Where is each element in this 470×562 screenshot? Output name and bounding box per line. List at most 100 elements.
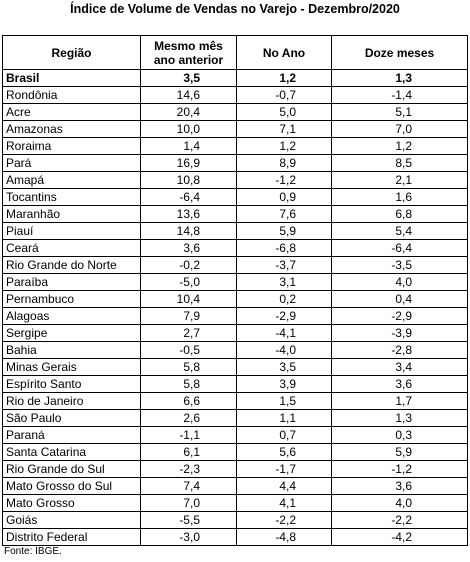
value-cell: -5,0 xyxy=(140,273,237,291)
header-row: Região Mesmo mês ano anterior No Ano Doze m… xyxy=(2,35,468,70)
value-cell: 1,1 xyxy=(236,409,332,427)
region-cell: Alagoas xyxy=(2,307,141,325)
table-row: Distrito Federal -3,0 -4,8 -4,2 xyxy=(2,528,468,546)
value-cell: 4,0 xyxy=(331,273,468,291)
value-cell: -6,4 xyxy=(140,188,237,206)
value-cell: 2,1 xyxy=(331,171,468,189)
value-cell: 14,6 xyxy=(140,86,237,104)
value-cell: 4,0 xyxy=(331,494,468,512)
value-cell: -3,0 xyxy=(140,528,237,546)
value-cell: 5,6 xyxy=(236,443,332,461)
value-cell: 7,6 xyxy=(236,205,332,223)
table-row: Tocantins -6,4 0,9 1,6 xyxy=(2,188,468,206)
value-cell: -2,2 xyxy=(236,511,332,529)
table-row: Amazonas 10,0 7,1 7,0 xyxy=(2,120,468,138)
source-note: Fonte: IBGE. xyxy=(4,546,62,557)
value-cell: 5,8 xyxy=(140,358,237,376)
value-cell: 2,7 xyxy=(140,324,237,342)
table-row: Paraná -1,1 0,7 0,3 xyxy=(2,426,468,444)
value-cell: 3,9 xyxy=(236,375,332,393)
value-cell: 5,4 xyxy=(331,222,468,240)
region-cell: Amapá xyxy=(2,171,141,189)
table-row: Mato Grosso do Sul 7,4 4,4 3,6 xyxy=(2,477,468,495)
region-cell: Rio Grande do Sul xyxy=(2,460,141,478)
table-row: Acre 20,4 5,0 5,1 xyxy=(2,103,468,121)
value-cell: 1,2 xyxy=(236,137,332,155)
value-cell: 1,2 xyxy=(331,137,468,155)
value-cell: -5,5 xyxy=(140,511,237,529)
value-cell: 8,5 xyxy=(331,154,468,172)
region-cell: Pará xyxy=(2,154,141,172)
data-table: Região Mesmo mês ano anterior No Ano Doze m… xyxy=(2,35,468,546)
value-cell: 8,9 xyxy=(236,154,332,172)
value-cell: 14,8 xyxy=(140,222,237,240)
region-cell: Brasil xyxy=(2,69,141,87)
region-cell: Distrito Federal xyxy=(2,528,141,546)
region-cell: Minas Gerais xyxy=(2,358,141,376)
value-cell: -2,2 xyxy=(331,511,468,529)
table-row: Amapá 10,8 -1,2 2,1 xyxy=(2,171,468,189)
table-row: Goiás -5,5 -2,2 -2,2 xyxy=(2,511,468,529)
value-cell: 16,9 xyxy=(140,154,237,172)
table-row: Rio de Janeiro 6,6 1,5 1,7 xyxy=(2,392,468,410)
value-cell: 10,0 xyxy=(140,120,237,138)
table-row: Espírito Santo 5,8 3,9 3,6 xyxy=(2,375,468,393)
value-cell: -3,5 xyxy=(331,256,468,274)
value-cell: 0,2 xyxy=(236,290,332,308)
value-cell: 3,1 xyxy=(236,273,332,291)
value-cell: 7,1 xyxy=(236,120,332,138)
value-cell: 3,6 xyxy=(331,477,468,495)
region-cell: Rio Grande do Norte xyxy=(2,256,141,274)
value-cell: 0,7 xyxy=(236,426,332,444)
header-text: Doze meses xyxy=(364,45,435,60)
value-cell: -4,1 xyxy=(236,324,332,342)
value-cell: -2,3 xyxy=(140,460,237,478)
region-cell: Roraima xyxy=(2,137,141,155)
region-cell: Mato Grosso do Sul xyxy=(2,477,141,495)
value-cell: -6,4 xyxy=(331,239,468,257)
table-row: Pará 16,9 8,9 8,5 xyxy=(2,154,468,172)
value-cell: 1,3 xyxy=(331,69,468,87)
value-cell: 1,4 xyxy=(140,137,237,155)
value-cell: 3,5 xyxy=(236,358,332,376)
table-body: Brasil 3,5 1,2 1,3 Rondônia 14,6 -0,7 -1,4 Acre 2… xyxy=(2,69,468,546)
region-cell: Maranhão xyxy=(2,205,141,223)
value-cell: 2,6 xyxy=(140,409,237,427)
value-cell: -0,2 xyxy=(140,256,237,274)
region-cell: Bahia xyxy=(2,341,141,359)
value-cell: -0,7 xyxy=(236,86,332,104)
value-cell: 3,6 xyxy=(140,239,237,257)
table-row: Bahia -0,5 -4,0 -2,8 xyxy=(2,341,468,359)
value-cell: 5,9 xyxy=(236,222,332,240)
region-cell: Sergipe xyxy=(2,324,141,342)
region-cell: Piauí xyxy=(2,222,141,240)
value-cell: -2,8 xyxy=(331,341,468,359)
value-cell: -1,7 xyxy=(236,460,332,478)
table-row: Mato Grosso 7,0 4,1 4,0 xyxy=(2,494,468,512)
value-cell: 1,3 xyxy=(331,409,468,427)
region-cell: Amazonas xyxy=(2,120,141,138)
value-cell: -2,9 xyxy=(331,307,468,325)
value-cell: -0,5 xyxy=(140,341,237,359)
value-cell: 7,0 xyxy=(140,494,237,512)
region-cell: Acre xyxy=(2,103,141,121)
value-cell: 20,4 xyxy=(140,103,237,121)
table-row: Pernambuco 10,4 0,2 0,4 xyxy=(2,290,468,308)
value-cell: 7,0 xyxy=(331,120,468,138)
value-cell: 4,4 xyxy=(236,477,332,495)
value-cell: 1,6 xyxy=(331,188,468,206)
value-cell: -1,2 xyxy=(331,460,468,478)
table-row: Piauí 14,8 5,9 5,4 xyxy=(2,222,468,240)
region-cell: Goiás xyxy=(2,511,141,529)
value-cell: -2,9 xyxy=(236,307,332,325)
value-cell: 1,5 xyxy=(236,392,332,410)
table-row: Minas Gerais 5,8 3,5 3,4 xyxy=(2,358,468,376)
value-cell: 7,4 xyxy=(140,477,237,495)
value-cell: 7,9 xyxy=(140,307,237,325)
value-cell: 1,2 xyxy=(236,69,332,87)
header-text: Região xyxy=(51,45,92,60)
region-cell: Ceará xyxy=(2,239,141,257)
table-row: Maranhão 13,6 7,6 6,8 xyxy=(2,205,468,223)
region-cell: Rio de Janeiro xyxy=(2,392,141,410)
